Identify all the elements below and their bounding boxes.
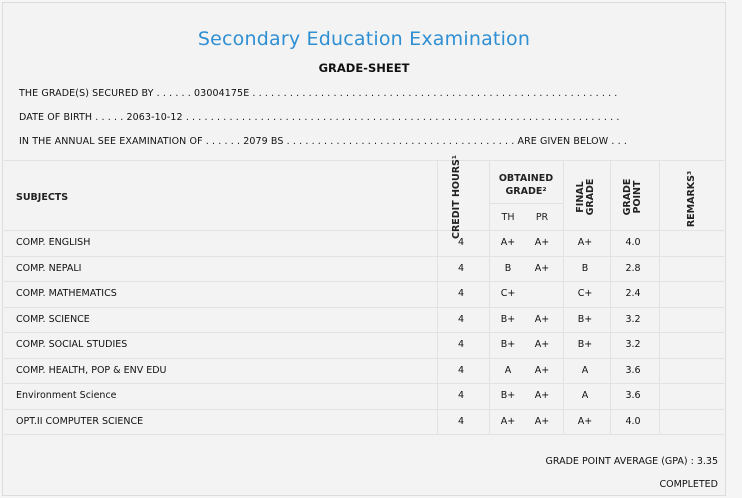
pr-grade-cell: A+ <box>534 314 550 325</box>
grade-point-cell: 3.2 <box>625 339 641 350</box>
th-grade-cell: C+ <box>500 288 516 299</box>
subject-name: COMP. NEPALI <box>16 263 82 274</box>
credit-hours-cell: 4 <box>457 288 465 299</box>
th-grade-cell: B+ <box>500 390 516 401</box>
obtained-grade-divider <box>489 203 563 204</box>
header-credit-hours: CREDIT HOURS¹ <box>451 154 462 239</box>
grade-sheet-panel <box>2 2 726 496</box>
status-text: COMPLETED <box>659 479 718 490</box>
th-grade-cell: A+ <box>500 237 516 248</box>
final-grade-cell: A <box>581 390 589 401</box>
pr-grade-cell: A+ <box>534 390 550 401</box>
subject-name: Environment Science <box>16 390 117 401</box>
header-pr: PR <box>535 212 549 223</box>
info-grade-secured-by: THE GRADE(S) SECURED BY . . . . . . 0300… <box>19 88 618 99</box>
header-final-grade: FINAL GRADE <box>575 178 596 216</box>
subject-name: COMP. MATHEMATICS <box>16 288 117 299</box>
col-divider <box>563 160 564 434</box>
subject-name: COMP. HEALTH, POP & ENV EDU <box>16 365 167 376</box>
final-grade-cell: C+ <box>577 288 593 299</box>
credit-hours-cell: 4 <box>457 339 465 350</box>
final-grade-cell: A+ <box>577 416 593 427</box>
table-header-border <box>4 230 724 231</box>
col-divider <box>659 160 660 434</box>
th-grade-cell: B+ <box>500 314 516 325</box>
subject-name: COMP. SOCIAL STUDIES <box>16 339 128 350</box>
pr-grade-cell: A+ <box>534 416 550 427</box>
page-subtitle: GRADE-SHEET <box>318 61 410 75</box>
header-obtained-grade: OBTAINED GRADE² <box>498 173 554 197</box>
final-grade-cell: A+ <box>577 237 593 248</box>
gpa-summary: GRADE POINT AVERAGE (GPA) : 3.35 <box>545 456 718 467</box>
subject-name: OPT.II COMPUTER SCIENCE <box>16 416 144 427</box>
grade-point-cell: 2.4 <box>625 288 641 299</box>
row-divider <box>4 307 724 308</box>
th-grade-cell: A <box>504 365 512 376</box>
credit-hours-cell: 4 <box>457 365 465 376</box>
pr-grade-cell: A+ <box>534 237 550 248</box>
credit-hours-cell: 4 <box>457 314 465 325</box>
header-grade-point: GRADE POINT <box>622 178 643 216</box>
credit-hours-cell: 4 <box>457 390 465 401</box>
table-bottom-border <box>4 434 724 435</box>
credit-hours-cell: 4 <box>457 263 465 274</box>
th-grade-cell: A+ <box>500 416 516 427</box>
row-divider <box>4 358 724 359</box>
row-divider <box>4 281 724 282</box>
final-grade-cell: B+ <box>577 314 593 325</box>
row-divider <box>4 256 724 257</box>
pr-grade-cell: A+ <box>534 339 550 350</box>
col-divider <box>610 160 611 434</box>
final-grade-cell: B <box>581 263 589 274</box>
page-title: Secondary Education Examination <box>197 28 531 50</box>
info-exam-year: IN THE ANNUAL SEE EXAMINATION OF . . . .… <box>19 136 627 147</box>
th-grade-cell: B <box>504 263 512 274</box>
grade-point-cell: 3.2 <box>625 314 641 325</box>
credit-hours-cell: 4 <box>457 237 465 248</box>
row-divider <box>4 332 724 333</box>
final-grade-cell: A <box>581 365 589 376</box>
grade-point-cell: 2.8 <box>625 263 641 274</box>
col-divider <box>437 160 438 434</box>
header-th: TH <box>501 212 515 223</box>
grade-point-cell: 4.0 <box>625 416 641 427</box>
header-remarks: REMARKS³ <box>686 170 697 228</box>
credit-hours-cell: 4 <box>457 416 465 427</box>
header-subjects: SUBJECTS <box>16 192 69 203</box>
grade-point-cell: 3.6 <box>625 390 641 401</box>
subject-name: COMP. ENGLISH <box>16 237 91 248</box>
pr-grade-cell: A+ <box>534 365 550 376</box>
grade-point-cell: 3.6 <box>625 365 641 376</box>
th-grade-cell: B+ <box>500 339 516 350</box>
table-top-border <box>4 160 724 161</box>
final-grade-cell: B+ <box>577 339 593 350</box>
info-date-of-birth: DATE OF BIRTH . . . . . 2063-10-12 . . .… <box>19 112 620 123</box>
subject-name: COMP. SCIENCE <box>16 314 90 325</box>
col-divider <box>489 160 490 434</box>
pr-grade-cell: A+ <box>534 263 550 274</box>
row-divider <box>4 383 724 384</box>
grade-point-cell: 4.0 <box>625 237 641 248</box>
row-divider <box>4 409 724 410</box>
